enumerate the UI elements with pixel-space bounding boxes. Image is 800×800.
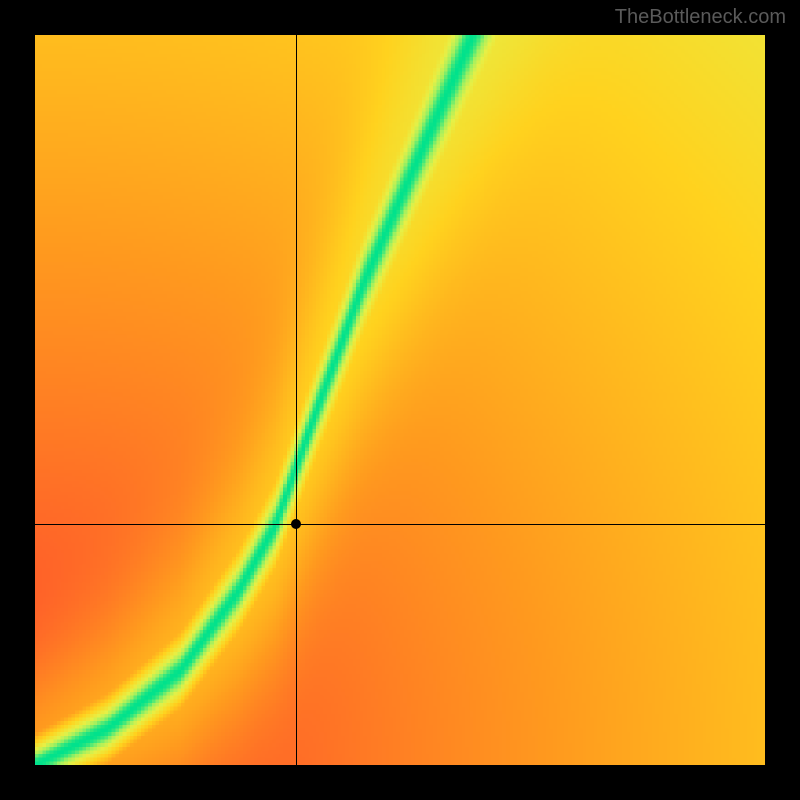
heatmap-plot-area: [35, 35, 765, 765]
heatmap-canvas: [35, 35, 765, 765]
watermark-text: TheBottleneck.com: [615, 6, 786, 29]
